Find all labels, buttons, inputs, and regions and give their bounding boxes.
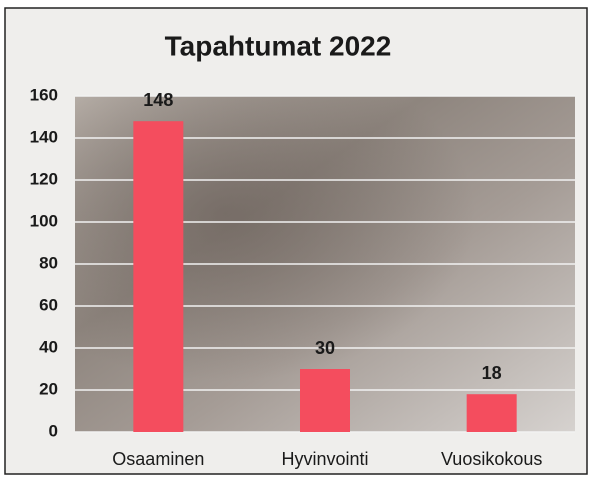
- y-tick-label: 140: [30, 127, 58, 146]
- y-tick-label: 0: [49, 421, 58, 440]
- bar: [466, 394, 517, 432]
- bar: [133, 121, 184, 432]
- y-tick-label: 40: [39, 337, 58, 356]
- data-label: 148: [143, 90, 173, 110]
- y-tick-label: 80: [39, 253, 58, 272]
- x-tick-label: Vuosikokous: [441, 449, 542, 469]
- y-tick-label: 100: [30, 211, 58, 230]
- y-tick-label: 60: [39, 295, 58, 314]
- data-label: 30: [315, 338, 335, 358]
- y-tick-label: 160: [30, 85, 58, 104]
- bar: [300, 369, 350, 432]
- x-tick-label: Osaaminen: [112, 449, 204, 469]
- x-tick-label: Hyvinvointi: [281, 449, 368, 469]
- y-tick-label: 120: [30, 169, 58, 188]
- data-label: 18: [482, 363, 502, 383]
- chart-title: Tapahtumat 2022: [165, 30, 392, 61]
- y-tick-label: 20: [39, 379, 58, 398]
